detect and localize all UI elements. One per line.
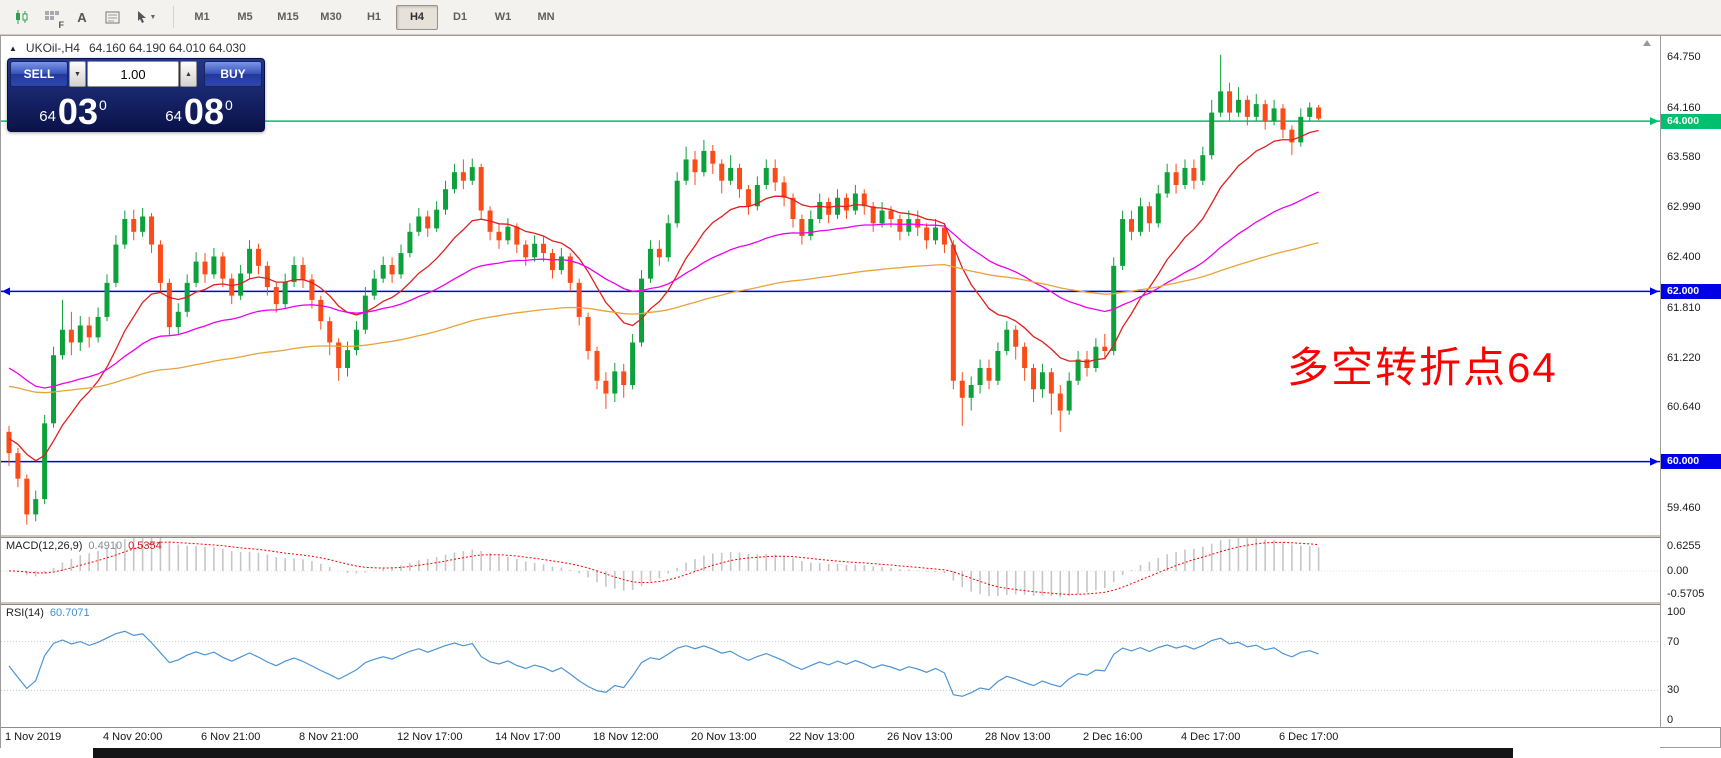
timeframe-button-H1[interactable]: H1	[366, 11, 382, 23]
price-scale-label: 60.640	[1667, 401, 1701, 414]
time-axis-label: 6 Dec 17:00	[1279, 731, 1339, 743]
hline-price-box: 60.000	[1661, 454, 1721, 470]
timeframe-button-M1[interactable]: M1	[194, 11, 210, 23]
time-axis-label: 2 Dec 16:00	[1083, 731, 1143, 743]
chart-annotation-text: 多空转折点64	[1287, 344, 1558, 391]
letter-a-icon[interactable]: A	[77, 9, 87, 25]
toolbar-separator	[173, 6, 174, 28]
time-axis-label: 28 Nov 13:00	[985, 731, 1051, 743]
time-axis-label: 1 Nov 2019	[5, 731, 62, 743]
price-scale-label: 61.220	[1667, 351, 1701, 364]
price-scale-label: 64.160	[1667, 101, 1701, 114]
grid-f-icon-letter: F	[58, 20, 65, 30]
chart-symbol-header: ▲ UKOil-,H4 64.160 64.190 64.010 64.030	[9, 41, 246, 55]
sell-button[interactable]: SELL	[10, 61, 68, 87]
chart-window: 64.750 64.160 63.580 62.990 62.400 61.810 61.2…	[0, 35, 1721, 749]
price-scale[interactable]: 64.750 64.160 63.580 62.990 62.400 61.810 61.2…	[1660, 36, 1721, 727]
cursor-tool-icon[interactable]: ▼	[128, 4, 164, 30]
grid-f-icon[interactable]: F	[38, 4, 66, 30]
macd-scale-label: -0.5705	[1667, 588, 1705, 600]
timeframe-button-M5[interactable]: M5	[237, 11, 253, 23]
rsi-scale-label: 70	[1667, 635, 1680, 648]
top-toolbar: F A ▼ M1 M5 M15 M30 H1 H4 D1 W1 MN	[0, 0, 1721, 35]
time-axis-label: 26 Nov 13:00	[887, 731, 953, 743]
time-axis-label: 14 Nov 17:00	[495, 731, 561, 743]
price-scale-label: 63.580	[1667, 150, 1701, 163]
time-axis[interactable]: 1 Nov 2019 4 Nov 20:00 6 Nov 21:00 8 Nov 21…	[1, 728, 1660, 749]
macd-panel-canvas[interactable]	[1, 538, 1660, 601]
price-scale-label: 62.400	[1667, 251, 1701, 264]
buy-price-display: 64 08 0	[165, 91, 233, 133]
main-chart-canvas[interactable]	[1, 36, 1660, 534]
timeframe-toolbar: M1 M5 M15 M30 H1 H4 D1 W1 MN	[181, 4, 567, 30]
time-axis-label: 20 Nov 13:00	[691, 731, 757, 743]
taskbar-strip	[93, 748, 1513, 758]
price-scale-label: 59.460	[1667, 501, 1701, 514]
rsi-scale-label: 100	[1667, 606, 1686, 618]
cursor-tool-caret-icon[interactable]: ▼	[149, 13, 157, 21]
rsi-scale-label: 0	[1667, 714, 1674, 726]
timeframe-button-D1[interactable]: D1	[452, 11, 468, 23]
text-frame-icon[interactable]	[98, 4, 126, 30]
hline-price-box: 62.000	[1661, 283, 1721, 299]
trade-panel-collapse-icon[interactable]: ▲	[9, 43, 17, 53]
price-scale-label: 64.750	[1667, 51, 1701, 64]
panel-splitter[interactable]	[1, 601, 1721, 605]
candlestick-chart-icon[interactable]	[8, 4, 36, 30]
rsi-indicator-title: RSI(14) 60.7071	[6, 607, 90, 619]
timeframe-button-M15[interactable]: M15	[277, 11, 299, 23]
buy-button[interactable]: BUY	[204, 61, 262, 87]
time-axis-label: 8 Nov 21:00	[299, 731, 359, 743]
time-axis-label: 22 Nov 13:00	[789, 731, 855, 743]
price-scale-label: 62.990	[1667, 201, 1701, 214]
timeframe-button-M30[interactable]: M30	[320, 11, 342, 23]
rsi-panel-canvas[interactable]	[1, 605, 1660, 727]
time-axis-label: 18 Nov 12:00	[593, 731, 659, 743]
one-click-trade-panel: SELL ▼ ▲ BUY 64 03 0 64 08 0	[7, 58, 265, 132]
timeframe-button-H4[interactable]: H4	[396, 4, 438, 30]
volume-up-button[interactable]: ▲	[180, 61, 197, 87]
time-axis-label: 6 Nov 21:00	[201, 731, 261, 743]
symbol-name: UKOil-,H4	[25, 41, 80, 55]
time-axis-separator	[1, 727, 1721, 728]
panel-splitter[interactable]	[1, 534, 1721, 538]
macd-scale-label: 0.00	[1667, 564, 1689, 577]
time-axis-label: 12 Nov 17:00	[397, 731, 463, 743]
timeframe-button-W1[interactable]: W1	[494, 11, 512, 23]
macd-scale-label: 0.6255	[1667, 540, 1701, 552]
rsi-scale-label: 30	[1667, 684, 1680, 697]
time-axis-label: 4 Dec 17:00	[1181, 731, 1241, 743]
price-scale-label: 61.810	[1667, 301, 1701, 314]
hline-price-box: 64.000	[1661, 113, 1721, 129]
sell-price-display: 64 03 0	[39, 91, 107, 133]
macd-indicator-title: MACD(12,26,9) 0.4910 0.5354	[6, 540, 162, 552]
timeframe-button-MN[interactable]: MN	[537, 11, 555, 23]
time-axis-label: 4 Nov 20:00	[103, 731, 163, 743]
symbol-ohlc: 64.160 64.190 64.010 64.030	[88, 41, 246, 55]
volume-input[interactable]	[87, 61, 179, 87]
volume-down-button[interactable]: ▼	[69, 61, 86, 87]
